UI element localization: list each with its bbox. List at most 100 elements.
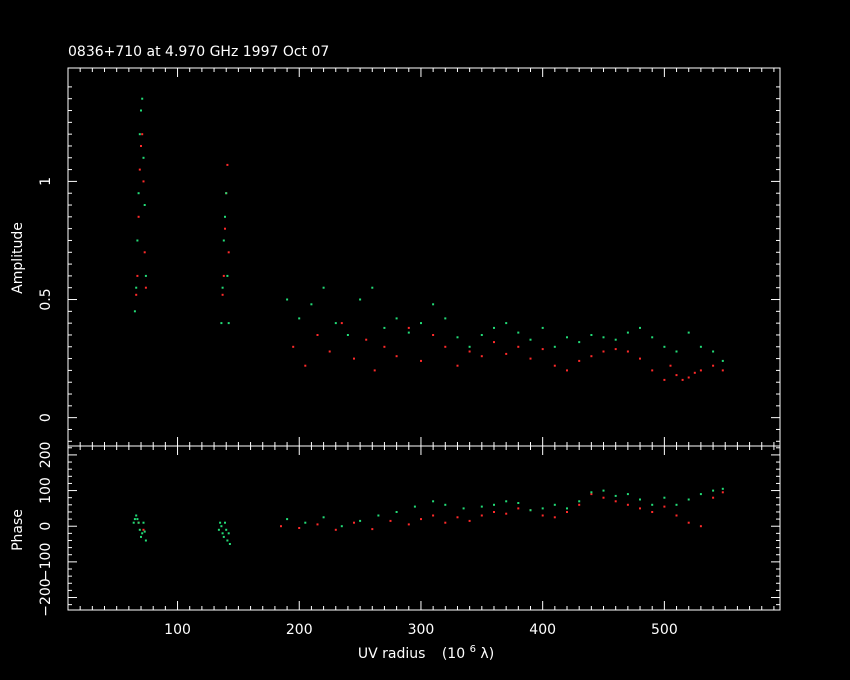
- amplitude-point: [687, 331, 690, 334]
- phase-point: [420, 518, 422, 521]
- amplitude-point: [480, 355, 483, 358]
- amplitude-point: [517, 345, 520, 348]
- amplitude-point: [136, 274, 139, 277]
- amplitude-point: [298, 317, 301, 320]
- x-tick-label: 200: [286, 622, 313, 638]
- phase-frame: [67, 445, 781, 611]
- phase-point: [590, 493, 593, 496]
- amplitude-point: [221, 286, 224, 289]
- phase-point: [219, 521, 222, 524]
- phase-point: [133, 518, 136, 521]
- amplitude-point: [373, 369, 376, 372]
- amplitude-point: [651, 336, 654, 339]
- amplitude-point: [468, 350, 471, 353]
- phase-point: [651, 503, 654, 506]
- phase-point: [553, 516, 556, 519]
- phase-point: [280, 525, 282, 528]
- amplitude-point: [456, 364, 459, 367]
- phase-point: [493, 511, 495, 513]
- amplitude-points: [133, 97, 724, 381]
- amplitude-point: [541, 348, 544, 351]
- phase-point: [590, 491, 593, 494]
- phase-point: [626, 493, 629, 496]
- phase-point: [721, 487, 724, 490]
- phase-point: [480, 505, 483, 508]
- phase-panel: −200−100 0 100 200 Phase: [10, 442, 781, 617]
- amplitude-point: [143, 204, 146, 206]
- phase-point: [541, 514, 544, 517]
- x-axis-label-unit: (10: [442, 646, 465, 662]
- phase-point: [220, 525, 223, 528]
- phase-point: [359, 519, 362, 522]
- amplitude-point: [651, 369, 654, 372]
- amplitude-point: [346, 334, 349, 336]
- phase-point: [377, 514, 380, 517]
- phase-point: [141, 532, 144, 535]
- phase-point: [517, 507, 520, 510]
- phase-point: [322, 516, 325, 519]
- phase-point: [142, 528, 145, 531]
- phase-point: [639, 507, 641, 510]
- amplitude-point: [144, 274, 147, 277]
- phase-point: [138, 528, 141, 531]
- phase-point: [687, 521, 690, 524]
- phase-point: [316, 523, 319, 526]
- amplitude-point: [663, 378, 666, 381]
- amplitude-point: [142, 180, 145, 183]
- amplitude-point: [222, 274, 225, 277]
- amplitude-point: [383, 345, 386, 348]
- amplitude-point: [602, 336, 605, 339]
- amplitude-point: [353, 357, 355, 360]
- amplitude-point: [137, 215, 140, 218]
- amplitude-y-tick-label: 1: [38, 177, 54, 186]
- phase-point: [227, 532, 230, 535]
- amplitude-point: [566, 336, 568, 339]
- amplitude-point: [493, 326, 495, 329]
- phase-point: [225, 528, 228, 531]
- amplitude-panel: 00.51 Amplitude: [10, 67, 781, 447]
- phase-point: [144, 539, 147, 542]
- phase-point: [468, 519, 471, 522]
- amplitude-point: [292, 345, 295, 348]
- phase-point: [578, 503, 581, 506]
- amplitude-point: [140, 145, 142, 147]
- amplitude-point: [566, 369, 568, 372]
- amplitude-point: [407, 326, 410, 329]
- phase-point: [340, 525, 343, 528]
- amplitude-point: [334, 322, 337, 325]
- phase-point: [675, 514, 678, 517]
- x-axis-label-exponent: 6: [470, 644, 476, 655]
- phase-point: [505, 512, 508, 515]
- phase-point: [395, 511, 398, 513]
- amplitude-point: [222, 239, 225, 242]
- phase-point: [602, 496, 605, 499]
- phase-point: [132, 521, 135, 524]
- phase-y-tick-label: −200: [38, 578, 54, 616]
- amplitude-point: [553, 345, 556, 348]
- amplitude-y-tick-label: 0: [38, 413, 54, 422]
- amplitude-point: [138, 168, 141, 171]
- phase-point: [626, 503, 629, 506]
- phase-point: [602, 489, 605, 492]
- x-axis-ticks: 100 200 300 400 500: [79, 68, 775, 638]
- amplitude-point: [137, 192, 140, 195]
- phase-y-tick-label: −100: [38, 543, 54, 581]
- amplitude-point: [365, 338, 368, 341]
- amplitude-point: [407, 331, 410, 334]
- amplitude-point: [590, 355, 593, 358]
- phase-point: [456, 516, 459, 519]
- phase-point: [651, 511, 654, 513]
- phase-point: [517, 502, 520, 504]
- amplitude-point: [420, 359, 422, 362]
- amplitude-point: [143, 251, 146, 254]
- phase-point: [143, 530, 146, 533]
- phase-point: [136, 518, 139, 521]
- phase-point: [687, 498, 690, 501]
- amplitude-point: [133, 310, 136, 313]
- x-tick-label: 300: [408, 622, 435, 638]
- amplitude-point: [359, 298, 362, 301]
- amplitude-point: [220, 322, 223, 325]
- phase-point: [699, 493, 702, 496]
- phase-point: [407, 523, 410, 526]
- amplitude-point: [135, 293, 138, 296]
